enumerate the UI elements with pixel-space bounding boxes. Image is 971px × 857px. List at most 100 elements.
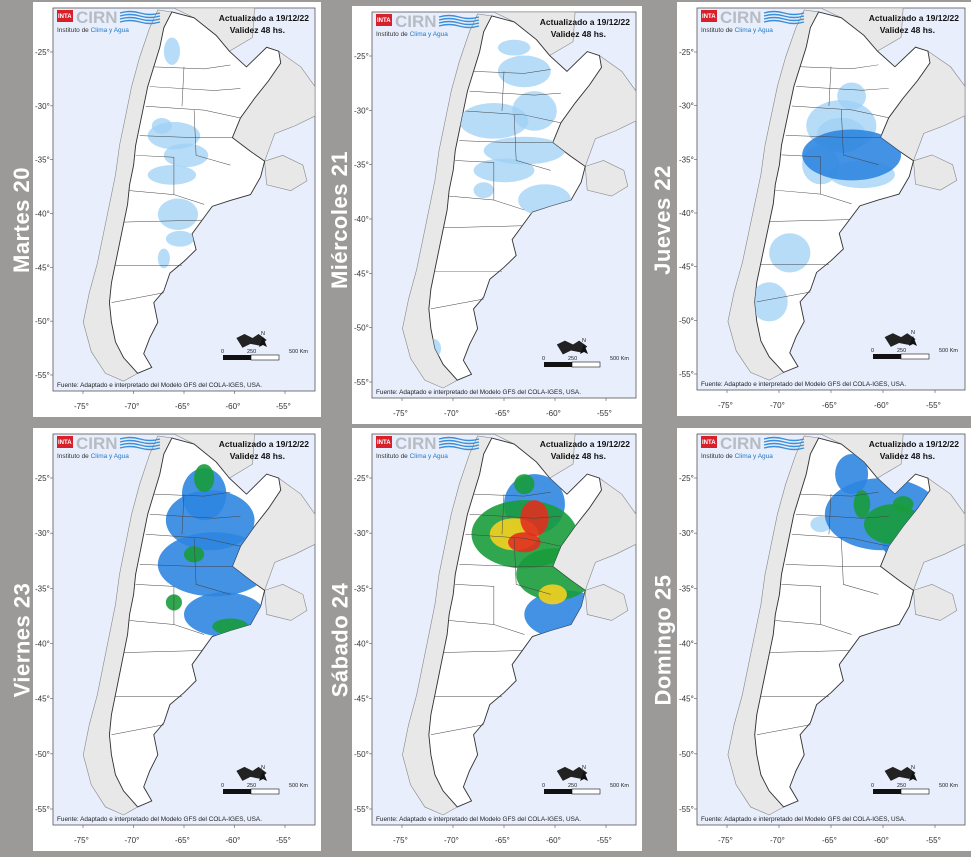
- svg-text:250: 250: [897, 348, 906, 354]
- lat-tick-label: -35°: [35, 584, 50, 593]
- map-panel-domingo: -25° -30° -35° -40° -45° -50° -55° -75° -70° -65°…: [677, 428, 971, 851]
- precipitation-layer: [147, 37, 209, 269]
- svg-text:N: N: [582, 338, 586, 344]
- source-text: Fuente: Adaptado e interpretado del Mode…: [701, 381, 906, 388]
- svg-text:N: N: [261, 765, 265, 771]
- map-panel-sabado: -25° -30° -35° -40° -45° -50° -55° -75° -70° -65°…: [352, 428, 642, 851]
- lon-tick-label: -60°: [546, 409, 561, 418]
- lon-tick-label: -70°: [770, 836, 785, 845]
- updated-date: Actualizado a 19/12/22: [219, 13, 310, 23]
- inta-logo: [376, 14, 392, 26]
- rain-area: [514, 474, 535, 495]
- lon-tick-label: -60°: [546, 836, 561, 845]
- north-arrow-icon: [259, 771, 267, 781]
- institute-label: Instituto de Clima y Agua: [701, 27, 773, 34]
- rain-area: [802, 129, 902, 181]
- lon-tick-label: -70°: [125, 402, 140, 411]
- precipitation-layer: [754, 82, 902, 363]
- brand-title: CIRN: [76, 8, 118, 27]
- rain-area: [473, 182, 494, 199]
- institute-label: Instituto de Clima y Agua: [701, 453, 773, 460]
- rain-area: [147, 165, 197, 185]
- north-arrow-icon: [909, 771, 917, 781]
- lon-tick-label: -65°: [175, 402, 190, 411]
- updated-date: Actualizado a 19/12/22: [869, 13, 960, 23]
- rain-area: [194, 464, 215, 493]
- lat-tick-label: -25°: [679, 48, 694, 57]
- scale-bar: [223, 355, 251, 360]
- institute-label: Instituto de Clima y Agua: [57, 27, 129, 34]
- updated-date: Actualizado a 19/12/22: [540, 17, 631, 27]
- rain-area: [497, 39, 531, 56]
- scale-bar: [873, 789, 901, 794]
- rain-area: [892, 496, 914, 513]
- lon-tick-label: -60°: [226, 836, 241, 845]
- inta-logo: [57, 10, 73, 22]
- north-arrow-icon: [580, 344, 588, 354]
- lon-tick-label: -70°: [444, 409, 459, 418]
- map-svg: -25° -30° -35° -40° -45° -50° -55° -75° -70° -65°…: [35, 7, 316, 411]
- svg-text:INTA: INTA: [702, 440, 716, 446]
- falkland-islands: [236, 766, 267, 781]
- svg-text:N: N: [582, 765, 586, 771]
- lon-tick-label: -70°: [125, 836, 140, 845]
- rain-area: [538, 584, 567, 605]
- lat-tick-label: -45°: [35, 695, 50, 704]
- lon-tick-label: -55°: [276, 836, 291, 845]
- lat-tick-label: -30°: [35, 102, 50, 111]
- lon-tick-label: -65°: [822, 836, 837, 845]
- falkland-islands: [884, 766, 916, 781]
- map-panel-jueves: -25° -30° -35° -40° -45° -50° -55° -75° -70° -65°…: [677, 2, 971, 416]
- lat-tick-label: -25°: [35, 474, 50, 483]
- rain-area: [459, 103, 529, 139]
- svg-text:N: N: [911, 330, 915, 336]
- rain-area: [483, 136, 565, 165]
- svg-text:N: N: [911, 765, 915, 771]
- lon-tick-label: -75°: [393, 836, 408, 845]
- argentina-shape: [754, 11, 931, 373]
- inta-logo: [701, 10, 717, 22]
- map-svg: -25° -30° -35° -40° -45° -50° -55° -75° -70° -65°…: [679, 7, 966, 410]
- lon-tick-label: -65°: [495, 409, 510, 418]
- lat-tick-label: -55°: [35, 805, 50, 814]
- rain-area: [157, 248, 170, 269]
- inta-logo: [701, 436, 717, 448]
- argentina-shape: [108, 11, 282, 374]
- north-arrow-icon: [259, 337, 267, 347]
- updated-date: Actualizado a 19/12/22: [869, 439, 960, 449]
- lat-tick-label: -50°: [354, 750, 369, 759]
- institute-label: Instituto de Clima y Agua: [376, 31, 448, 38]
- svg-text:N: N: [261, 331, 265, 337]
- lat-tick-label: -35°: [35, 156, 50, 165]
- institute-label: Instituto de Clima y Agua: [57, 453, 129, 460]
- rain-area: [837, 82, 867, 110]
- rain-area: [163, 37, 180, 65]
- svg-text:500 Km: 500 Km: [289, 349, 308, 355]
- svg-text:0: 0: [542, 356, 545, 362]
- inta-logo: [376, 436, 392, 448]
- svg-text:INTA: INTA: [58, 440, 72, 446]
- brand-title: CIRN: [76, 434, 118, 453]
- falkland-islands: [884, 333, 916, 347]
- svg-text:0: 0: [221, 783, 224, 789]
- validity-label: Validez 48 hs.: [230, 25, 285, 35]
- lat-tick-label: -55°: [35, 371, 50, 380]
- lon-tick-label: -55°: [926, 401, 941, 410]
- source-text: Fuente: Adaptado e interpretado del Mode…: [376, 389, 581, 396]
- lat-tick-label: -40°: [35, 640, 50, 649]
- map-svg: -25° -30° -35° -40° -45° -50° -55° -75° -70° -65°…: [679, 433, 966, 845]
- rain-area: [754, 282, 788, 322]
- rain-area: [769, 233, 811, 273]
- svg-text:500 Km: 500 Km: [289, 783, 308, 789]
- brand-title: CIRN: [720, 8, 762, 27]
- lat-tick-label: -50°: [354, 324, 369, 333]
- lon-tick-label: -75°: [393, 409, 408, 418]
- svg-text:INTA: INTA: [377, 18, 391, 24]
- lon-tick-label: -70°: [770, 401, 785, 410]
- argentina-shape: [428, 15, 602, 381]
- lon-tick-label: -65°: [495, 836, 510, 845]
- lat-tick-label: -55°: [354, 805, 369, 814]
- lat-tick-label: -30°: [679, 102, 694, 111]
- lat-tick-label: -45°: [354, 269, 369, 278]
- validity-label: Validez 48 hs.: [230, 451, 285, 461]
